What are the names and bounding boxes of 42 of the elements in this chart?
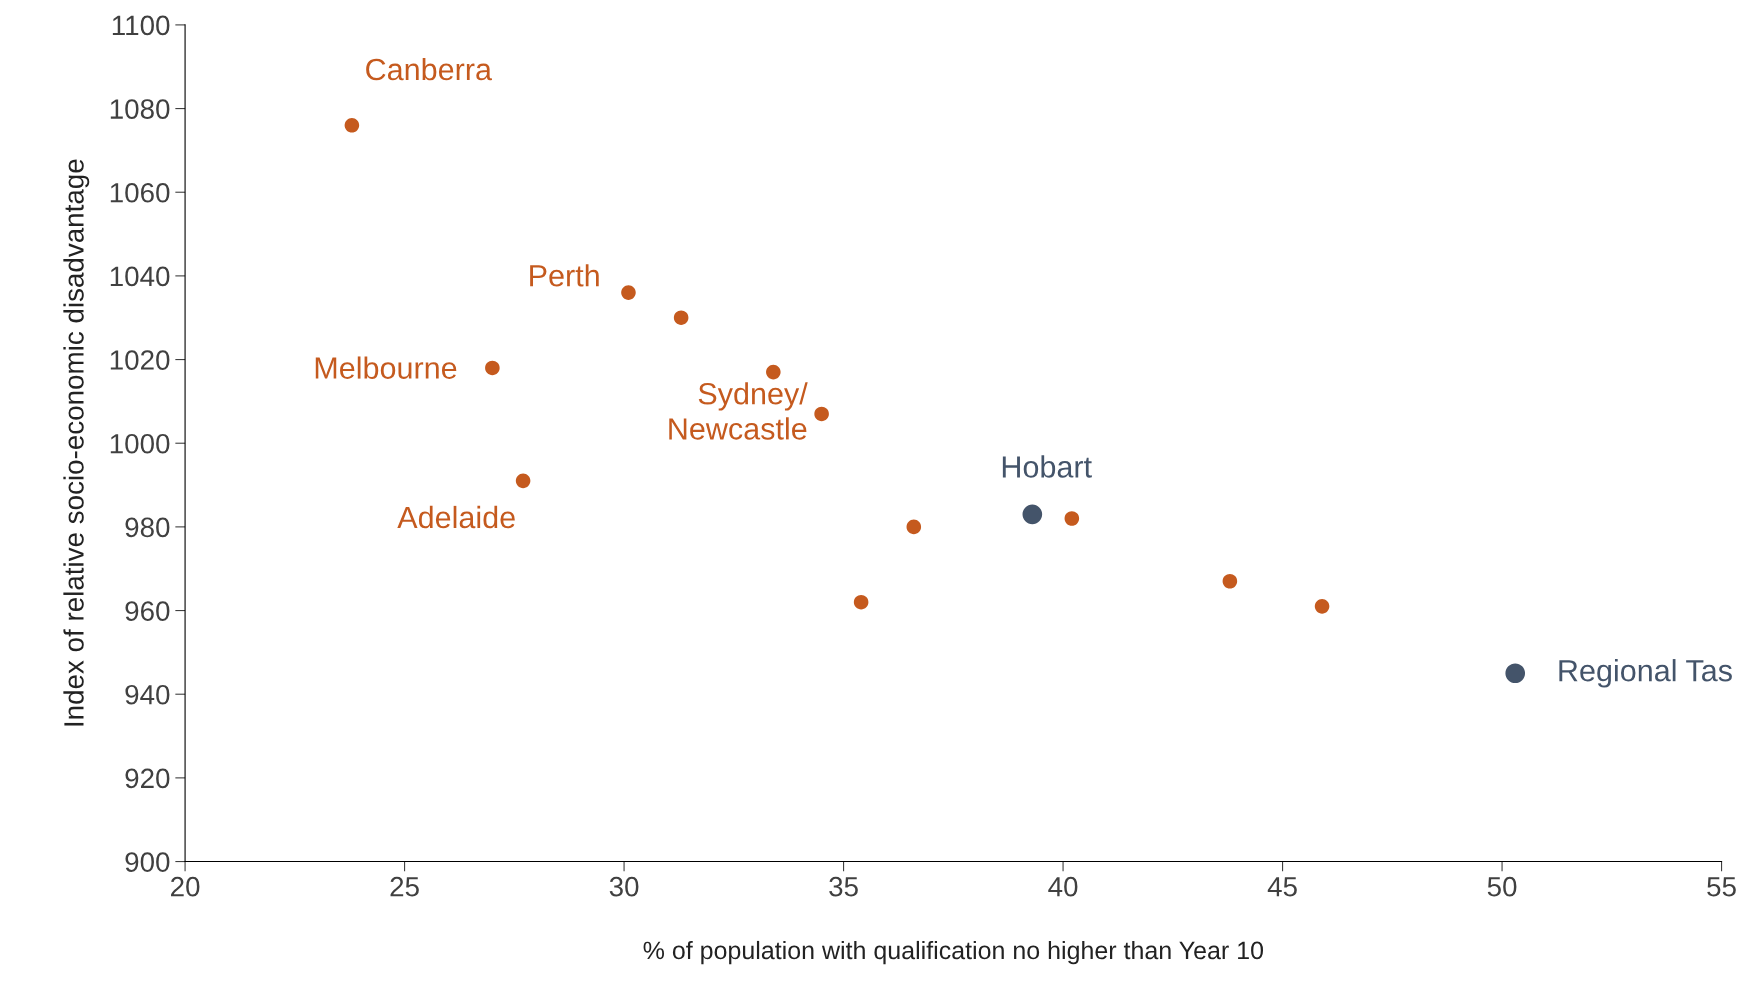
y-tick-label: 980 xyxy=(125,517,170,538)
annotation: Adelaide xyxy=(397,505,515,529)
x-tick-label: 25 xyxy=(390,876,419,897)
annotation: Hobart xyxy=(1002,455,1092,478)
annotation: Perth xyxy=(530,264,599,287)
y-tick-label: 1060 xyxy=(110,182,170,203)
x-tick-label: 50 xyxy=(1487,876,1517,897)
x-axis-title: % of population with qualification no higher than Year 10 xyxy=(643,940,1264,965)
y-tick-label: 1020 xyxy=(110,350,170,370)
annotation: Melbourne xyxy=(315,356,457,379)
y-tick-label: 920 xyxy=(125,768,170,789)
x-tick-label: 20 xyxy=(171,876,200,897)
annotation: Regional Tas xyxy=(1559,659,1732,688)
point xyxy=(1064,511,1080,526)
x-tick-label: 35 xyxy=(829,876,858,897)
x-tick-label: 45 xyxy=(1267,877,1297,897)
annotation: Sydney/ Newcastle xyxy=(669,382,808,440)
y-tick-label: 960 xyxy=(125,601,170,621)
point xyxy=(1222,573,1238,589)
y-tick-label: 1040 xyxy=(110,266,170,287)
point xyxy=(673,310,689,326)
x-tick-label: 55 xyxy=(1707,877,1736,897)
point xyxy=(906,519,922,535)
point xyxy=(621,285,636,300)
x-tick-label: 40 xyxy=(1048,876,1078,897)
point xyxy=(1505,663,1526,684)
x-tick-label: 30 xyxy=(609,876,639,897)
point xyxy=(485,360,500,376)
point xyxy=(814,406,829,422)
point xyxy=(344,118,360,133)
y-tick-label: 1080 xyxy=(110,99,170,119)
y-axis-title: Index of relative socio-economic disadvantage xyxy=(63,159,90,726)
point xyxy=(1022,504,1043,525)
point xyxy=(515,473,531,489)
point xyxy=(766,364,781,380)
point xyxy=(1314,599,1330,614)
annotation: Canberra xyxy=(366,57,492,81)
y-tick-label: 1000 xyxy=(110,433,170,454)
y-tick-label: 1100 xyxy=(112,15,170,36)
y-tick-label: 940 xyxy=(125,684,170,705)
point xyxy=(853,594,869,610)
y-tick-label: 900 xyxy=(125,852,170,872)
